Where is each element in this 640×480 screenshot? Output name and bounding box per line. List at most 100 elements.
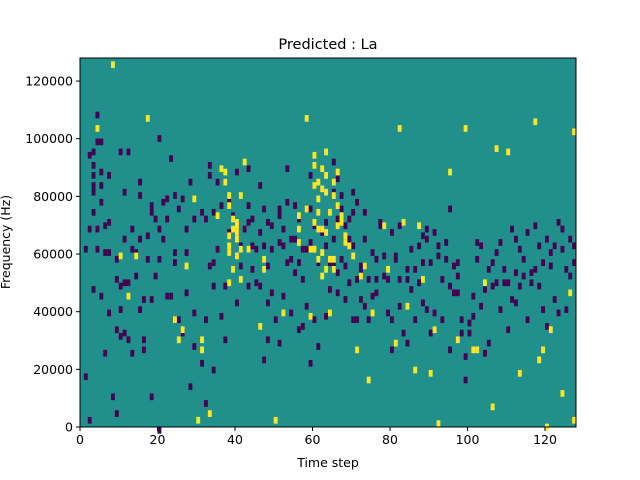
- heatmap-cell-high: [506, 148, 511, 156]
- heatmap-cell-high: [421, 276, 425, 283]
- heatmap-cell-low: [572, 259, 577, 266]
- heatmap-cell-low: [494, 279, 499, 287]
- heatmap-cell-low: [316, 343, 321, 350]
- heatmap-cell-low: [107, 219, 112, 226]
- heatmap-cell-high: [324, 188, 329, 196]
- heatmap-cell-low: [521, 272, 526, 280]
- heatmap-cell-high: [227, 202, 232, 209]
- heatmap-cell-low: [107, 249, 112, 256]
- heatmap-cell-low: [293, 202, 298, 209]
- heatmap-cell-low: [95, 111, 100, 119]
- heatmap-cell-high: [297, 212, 301, 220]
- heatmap-cell-low: [421, 299, 425, 307]
- heatmap-cell-low: [87, 151, 92, 159]
- heatmap-cell-low: [444, 239, 449, 246]
- heatmap-cell-low: [362, 302, 367, 310]
- heatmap-cell-low: [432, 309, 437, 317]
- y-tick-label: 0: [65, 420, 73, 435]
- heatmap-cell-low: [118, 333, 123, 340]
- heatmap-cell-low: [130, 349, 135, 357]
- heatmap-cell-low: [308, 359, 313, 367]
- heatmap-cell-low: [568, 235, 573, 243]
- heatmap-cell-low: [126, 279, 131, 287]
- heatmap-cell-low: [207, 172, 212, 179]
- heatmap-cell-high: [246, 245, 251, 253]
- heatmap-cell-low: [204, 215, 208, 223]
- heatmap-cell-low: [134, 272, 139, 280]
- heatmap-cell-high: [262, 265, 267, 273]
- heatmap-cell-low: [436, 242, 441, 250]
- heatmap-cell-high: [242, 158, 247, 166]
- heatmap-cell-low: [421, 232, 425, 240]
- heatmap-cell-low: [324, 219, 329, 226]
- heatmap-cell-low: [335, 269, 340, 277]
- heatmap-cell-low: [103, 222, 108, 230]
- heatmap-cell-low: [471, 292, 476, 300]
- heatmap-cell-low: [490, 282, 495, 290]
- heatmap-cell-low: [304, 245, 309, 253]
- heatmap-cell-low: [145, 232, 150, 240]
- heatmap-cell-low: [95, 138, 100, 146]
- heatmap-cell-high: [324, 148, 329, 156]
- heatmap-cell-low: [207, 262, 212, 270]
- heatmap-cell-low: [339, 205, 344, 213]
- heatmap-cell-high: [238, 245, 243, 253]
- heatmap-cell-high: [235, 222, 239, 230]
- heatmap-cell-high: [471, 346, 476, 354]
- heatmap-cell-low: [502, 279, 507, 287]
- heatmap-cell-low: [455, 259, 460, 266]
- heatmap-cell-high: [235, 252, 239, 260]
- heatmap-cell-low: [405, 276, 410, 283]
- heatmap-cell-high: [180, 326, 185, 334]
- heatmap-cell-low: [277, 239, 282, 246]
- heatmap-cell-low: [118, 148, 123, 156]
- heatmap-cell-low: [300, 276, 305, 283]
- heatmap-cell-low: [490, 259, 495, 266]
- heatmap-cell-low: [479, 302, 484, 310]
- heatmap-cell-low: [157, 225, 162, 233]
- heatmap-cell-low: [428, 259, 433, 266]
- heatmap-cell-low: [409, 245, 414, 253]
- heatmap-cell-low: [118, 306, 123, 313]
- heatmap-cell-low: [545, 323, 549, 330]
- heatmap-cell-low: [176, 205, 181, 213]
- y-axis-label: Frequency (Hz): [0, 195, 13, 289]
- heatmap-cell-low: [564, 265, 569, 273]
- heatmap-cell-high: [320, 272, 325, 280]
- heatmap-cell-low: [467, 329, 472, 337]
- heatmap-cell-low: [254, 279, 259, 287]
- heatmap-cell-high: [111, 61, 115, 69]
- heatmap-cell-low: [145, 255, 150, 263]
- heatmap-cell-low: [417, 242, 422, 250]
- heatmap-cell-low: [188, 383, 193, 391]
- heatmap-cell-low: [541, 259, 546, 266]
- heatmap-cell-high: [548, 326, 553, 334]
- heatmap-cell-low: [475, 239, 480, 246]
- heatmap-cell-high: [134, 252, 139, 260]
- heatmap-cell-high: [455, 336, 460, 344]
- heatmap-cell-low: [242, 225, 247, 233]
- heatmap-cell-high: [184, 262, 189, 270]
- heatmap-cell-low: [227, 198, 232, 206]
- heatmap-cell-low: [506, 279, 511, 287]
- heatmap-cell-high: [207, 410, 212, 417]
- heatmap-cell-high: [362, 262, 367, 270]
- x-tick-label: 0: [76, 432, 84, 447]
- heatmap-cell-high: [324, 172, 329, 179]
- heatmap-cell-low: [254, 245, 259, 253]
- heatmap-cell-low: [122, 279, 127, 287]
- heatmap-cell-high: [308, 312, 313, 320]
- heatmap-cell-low: [533, 222, 538, 230]
- heatmap-cell-low: [269, 289, 274, 297]
- heatmap-cell-high: [227, 242, 232, 250]
- heatmap-cell-low: [157, 135, 162, 142]
- heatmap-cell-low: [142, 336, 146, 344]
- heatmap-cell-low: [506, 326, 511, 334]
- heatmap-cell-low: [165, 195, 170, 203]
- heatmap-cell-low: [390, 229, 394, 236]
- heatmap-cell-low: [494, 249, 499, 256]
- heatmap-cell-low: [339, 255, 344, 263]
- heatmap-cell-low: [122, 235, 127, 243]
- heatmap-cell-high: [483, 279, 487, 287]
